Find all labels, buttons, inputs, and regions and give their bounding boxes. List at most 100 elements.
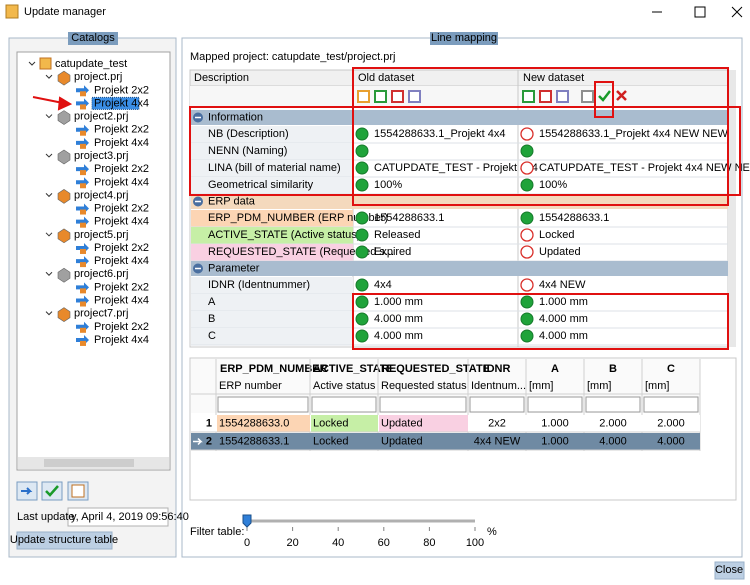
expand-toggle[interactable] <box>45 153 53 158</box>
close-button[interactable] <box>714 561 745 580</box>
slider-tick-label: 100 <box>466 537 484 549</box>
table-header: C <box>667 363 675 375</box>
close-label: Close <box>715 564 743 576</box>
column-filter[interactable] <box>527 396 583 413</box>
tree-scroll-thumb[interactable] <box>44 459 134 467</box>
description-cell <box>191 126 353 143</box>
row-label: B <box>208 313 215 325</box>
item-icon-box <box>80 340 86 346</box>
catalogs-title: Catalogs <box>71 32 115 44</box>
item-icon-box <box>80 143 86 149</box>
status-changed <box>520 245 534 259</box>
status-match <box>355 127 369 141</box>
update-structure-button[interactable] <box>16 531 113 550</box>
status-changed <box>520 278 534 292</box>
column-filter[interactable] <box>585 396 641 413</box>
toolbar-icon[interactable] <box>391 90 404 103</box>
toolbar-icon[interactable] <box>374 90 387 103</box>
group-name: Parameter <box>208 263 260 275</box>
item-icon-box <box>80 288 86 294</box>
row-label: C <box>208 330 216 342</box>
table-cell: 4x4 NEW <box>474 436 521 448</box>
status-match <box>355 329 369 343</box>
highlight-information <box>189 106 741 196</box>
row-label: ERP_PDM_NUMBER (ERP number) <box>208 212 388 224</box>
project-icon <box>57 307 71 323</box>
slider-thumb[interactable] <box>242 514 252 528</box>
last-update-value: y, April 4, 2019 09:56:40 <box>71 511 189 523</box>
mapped-project: Mapped project: catupdate_test/project.p… <box>190 51 395 63</box>
tree-item: Projekt 2x2 <box>94 281 149 293</box>
new-value: 4x4 NEW <box>539 279 586 291</box>
highlight-datasets <box>352 67 729 206</box>
toolbar-icon[interactable] <box>539 90 552 103</box>
tree-item: Projekt 2x2 <box>94 124 149 136</box>
old-value: 4.000 mm <box>374 330 423 342</box>
last-update-label: Last update <box>17 511 75 523</box>
row-label: NENN (Naming) <box>208 145 287 157</box>
project-icon <box>57 110 71 125</box>
column-filter[interactable] <box>469 396 525 413</box>
new-value: 1.000 mm <box>539 296 588 308</box>
app-icon <box>5 4 19 19</box>
last-update-field[interactable] <box>67 507 169 527</box>
tree-selection[interactable] <box>91 96 140 110</box>
reject-icon[interactable] <box>616 90 627 101</box>
close-window-button[interactable] <box>731 6 743 18</box>
toolbar-icon[interactable] <box>556 90 569 103</box>
description-cell <box>191 227 353 244</box>
toolbar-icon[interactable] <box>581 90 594 103</box>
description-cell <box>191 294 353 311</box>
old-value: CATUPDATE_TEST - Projekt 4x4 <box>374 162 538 174</box>
table-caption: Identnum... <box>471 380 526 392</box>
expand-toggle[interactable] <box>45 311 53 316</box>
status-changed <box>520 127 534 141</box>
status-match <box>520 312 534 326</box>
status-match <box>355 178 369 192</box>
slider-tick-label: 40 <box>332 537 344 549</box>
mapping-scrollbar[interactable] <box>728 70 736 347</box>
status-match <box>355 295 369 309</box>
expand-toggle[interactable] <box>28 61 36 66</box>
tree-item: Projekt 4x4 <box>94 255 149 267</box>
column-filter[interactable] <box>379 396 467 413</box>
table-cell: Locked <box>313 418 348 430</box>
table-header: IDNR <box>484 363 511 375</box>
tree-project: project4.prj <box>74 189 128 201</box>
selected-row[interactable] <box>191 433 700 450</box>
description-cell <box>191 244 353 261</box>
toolbar-icon[interactable] <box>522 90 535 103</box>
tree-item: Projekt 4x4 <box>94 176 149 188</box>
column-filter[interactable] <box>311 396 377 413</box>
project-icon <box>57 70 71 86</box>
description-cell <box>191 177 353 194</box>
column-filter[interactable] <box>217 396 309 413</box>
maximize-button[interactable] <box>694 6 706 18</box>
tree-item: Projekt 4x4 <box>94 216 149 228</box>
expand-toggle[interactable] <box>45 271 53 276</box>
toolbar-icon[interactable] <box>408 90 421 103</box>
column-filter[interactable] <box>643 396 699 413</box>
new-value: CATUPDATE_TEST - Projekt 4x4 NEW NEW <box>539 162 750 174</box>
tool-buttons <box>16 481 89 501</box>
update-structure-label: Update structure table <box>10 534 118 546</box>
expand-toggle[interactable] <box>45 114 53 119</box>
status-changed <box>520 161 534 175</box>
tree-box <box>16 51 171 471</box>
project-icon <box>57 189 71 204</box>
toolbar-icon[interactable] <box>357 90 370 103</box>
table-caption: Requested status <box>381 380 467 392</box>
description-cell <box>191 311 353 328</box>
expand-toggle[interactable] <box>45 232 53 237</box>
status-match <box>520 144 534 158</box>
accept-icon[interactable] <box>598 90 611 102</box>
new-value: 100% <box>539 179 567 191</box>
project-icon <box>57 228 71 244</box>
slider-tick-label: 80 <box>423 537 435 549</box>
table-cell: 2.000 <box>599 418 627 430</box>
expand-toggle[interactable] <box>45 193 53 198</box>
old-value: Expired <box>374 246 411 258</box>
expand-toggle[interactable] <box>45 74 53 79</box>
row-label: ACTIVE_STATE (Active status) <box>208 229 360 241</box>
